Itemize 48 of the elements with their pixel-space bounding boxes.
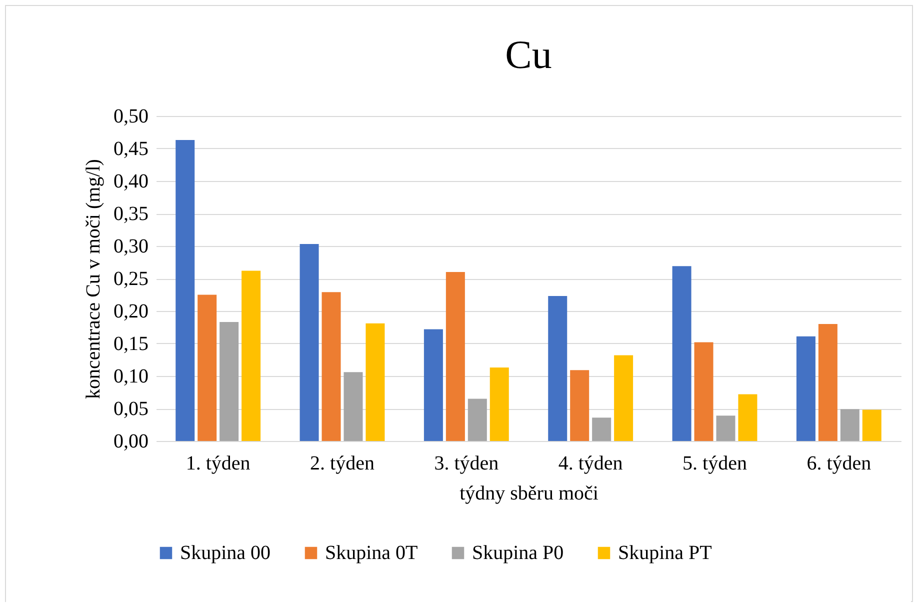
y-tick-label: 0,10	[114, 366, 148, 388]
bar	[424, 329, 443, 441]
bar	[592, 418, 612, 441]
y-axis-title: koncentrace Cu v moči (mg/l)	[82, 159, 104, 399]
bar	[738, 394, 758, 441]
y-tick-label: 0,20	[114, 300, 148, 322]
bar	[796, 336, 816, 441]
y-tick-label: 0,15	[114, 333, 148, 355]
x-tick-label: 1. týden	[186, 452, 250, 474]
x-tick-label: 2. týden	[310, 452, 374, 474]
legend-label: Skupina P0	[472, 542, 564, 564]
y-tick-label: 0,30	[114, 236, 148, 258]
bar	[672, 266, 692, 441]
bar	[300, 244, 319, 441]
x-tick-label: 5. týden	[682, 452, 747, 474]
bar	[468, 398, 487, 441]
x-tick-label: 3. týden	[434, 452, 499, 474]
bar	[818, 324, 838, 441]
y-tick-label: 0,50	[114, 106, 148, 128]
bar	[322, 292, 341, 441]
x-tick-label: 6. týden	[806, 452, 872, 474]
bar	[862, 410, 882, 441]
bar	[716, 416, 736, 441]
bar	[490, 368, 509, 441]
x-axis-title: týdny sběru moči	[460, 482, 599, 504]
bar	[694, 342, 714, 441]
y-tick-label: 0,00	[114, 430, 148, 452]
chart-title: Cu	[505, 32, 552, 77]
y-tick-label: 0,40	[114, 170, 148, 192]
legend-label: Skupina 0T	[325, 542, 418, 564]
legend-label: Skupina 00	[180, 542, 271, 564]
bar	[570, 370, 590, 441]
y-tick-label: 0,25	[114, 268, 148, 290]
bar	[614, 355, 634, 441]
y-tick-label: 0,05	[114, 398, 148, 420]
bar	[176, 140, 195, 441]
y-tick-label: 0,45	[114, 138, 148, 160]
bar	[840, 409, 860, 441]
bar	[242, 270, 261, 441]
bar	[198, 294, 217, 441]
bar	[344, 372, 363, 441]
bar	[548, 296, 568, 441]
y-tick-label: 0,35	[114, 203, 148, 225]
legend-label: Skupina PT	[618, 542, 712, 564]
bar	[220, 322, 239, 441]
bar	[366, 323, 385, 441]
bar	[446, 272, 465, 441]
x-tick-label: 4. týden	[558, 452, 623, 474]
